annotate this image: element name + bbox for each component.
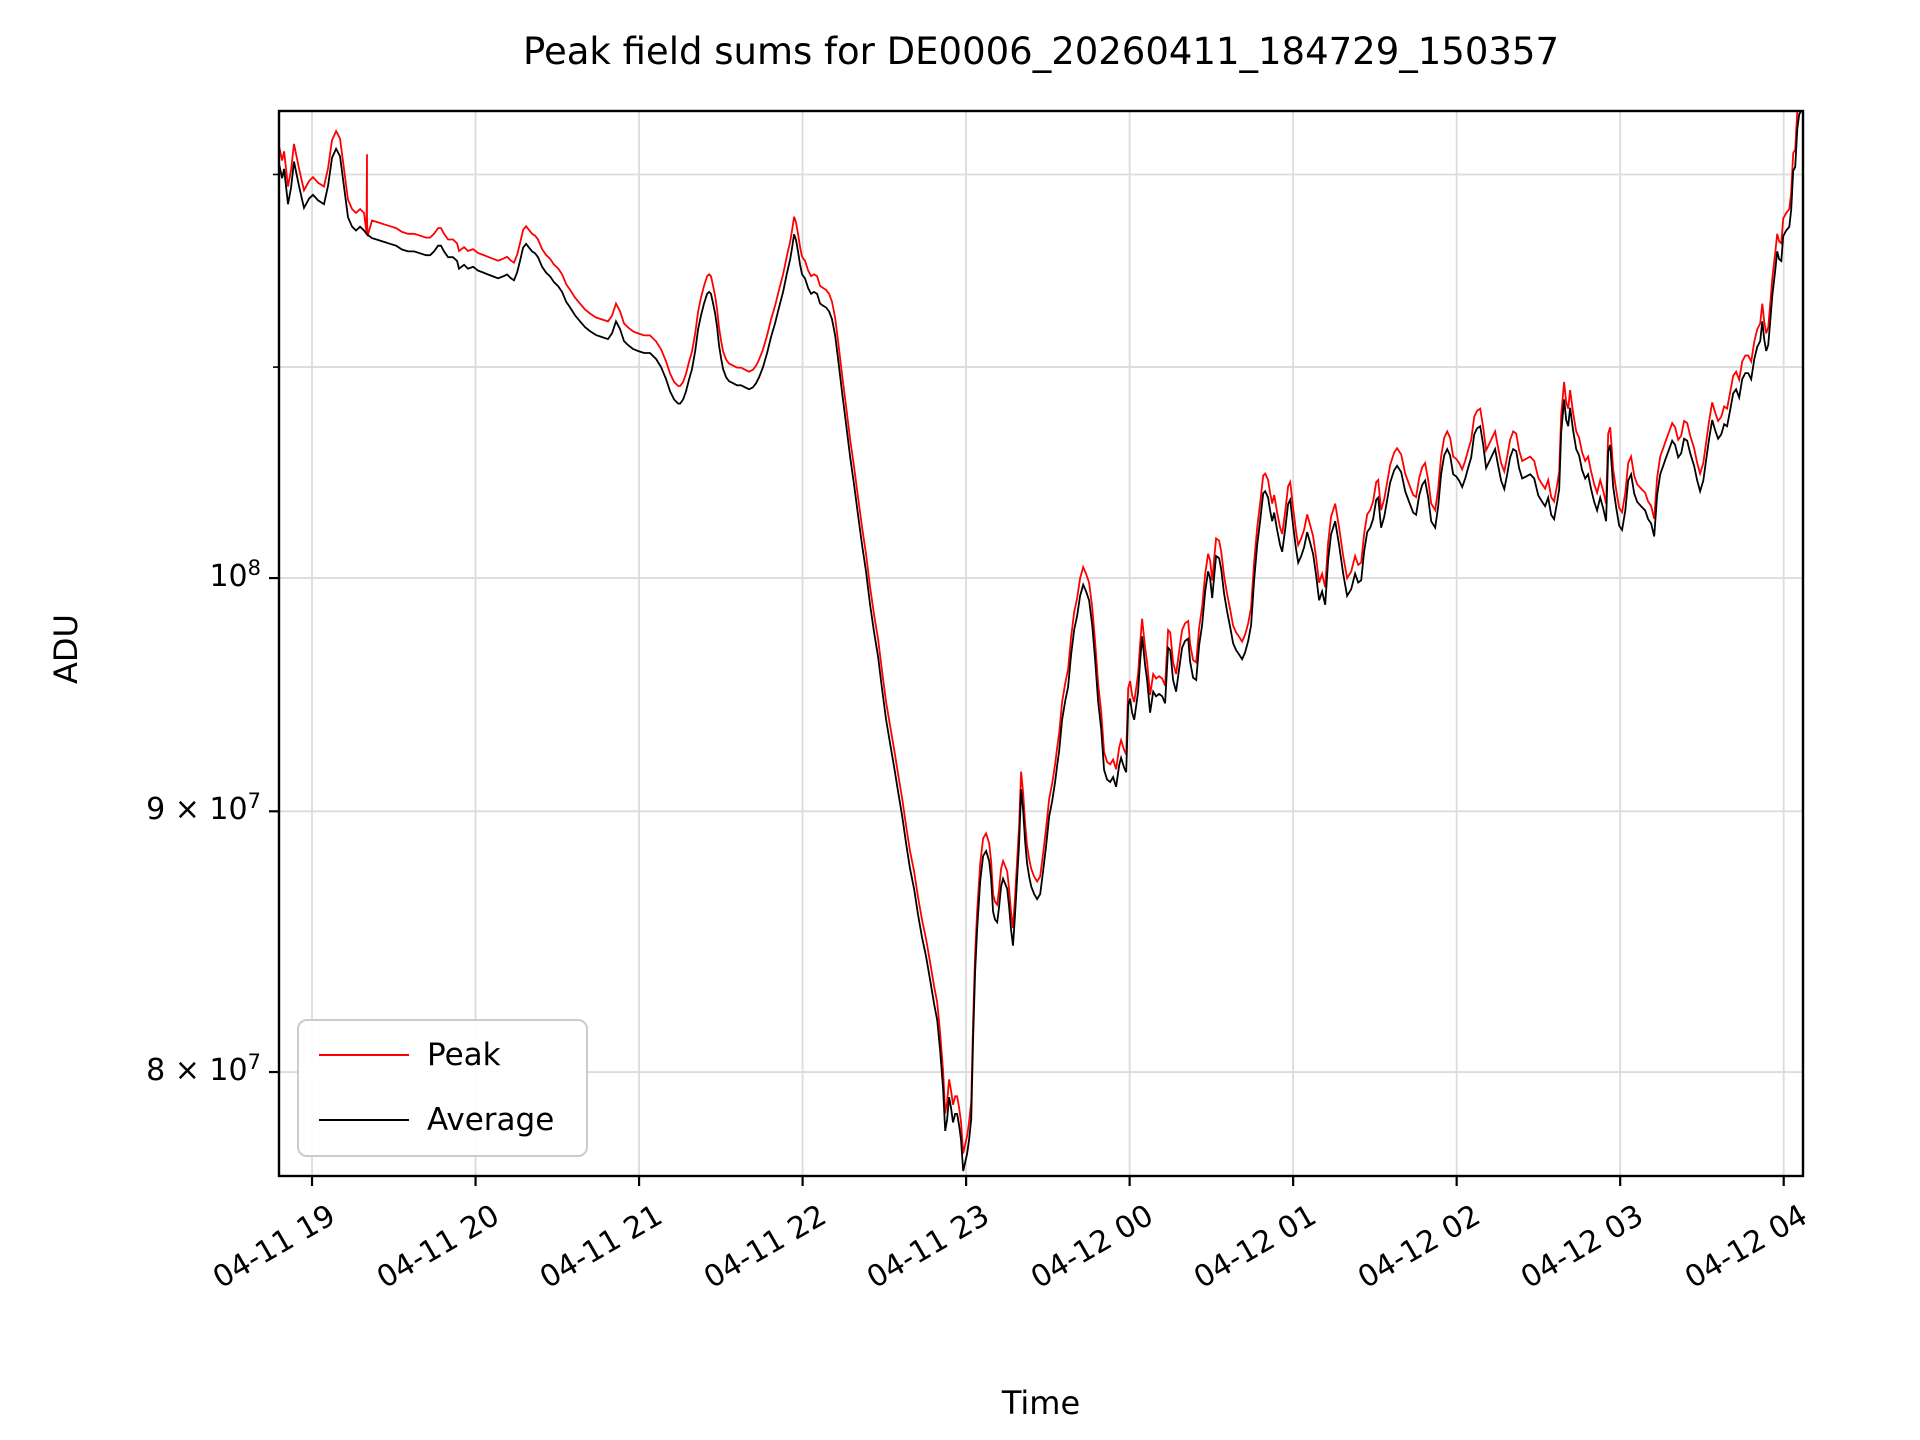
legend-item-peak: Peak [319, 1035, 501, 1075]
y-tick-label: 108 [209, 556, 261, 595]
y-tick-label: 8 × 107 [146, 1050, 261, 1089]
legend-label-average: Average [427, 1102, 555, 1138]
legend-label-peak: Peak [427, 1037, 501, 1073]
peak-line [279, 111, 1799, 1154]
peak-line-swatch [319, 1054, 409, 1056]
average-line [279, 111, 1802, 1172]
x-axis-label: Time [1001, 1384, 1081, 1422]
average-line-swatch [319, 1119, 409, 1121]
legend-item-average: Average [319, 1100, 554, 1140]
legend: Peak Average [297, 1019, 588, 1157]
plot-border [277, 109, 1805, 1178]
y-tick-label: 9 × 107 [146, 789, 261, 828]
chart-title: Peak field sums for DE0006_20260411_1847… [523, 30, 1559, 73]
